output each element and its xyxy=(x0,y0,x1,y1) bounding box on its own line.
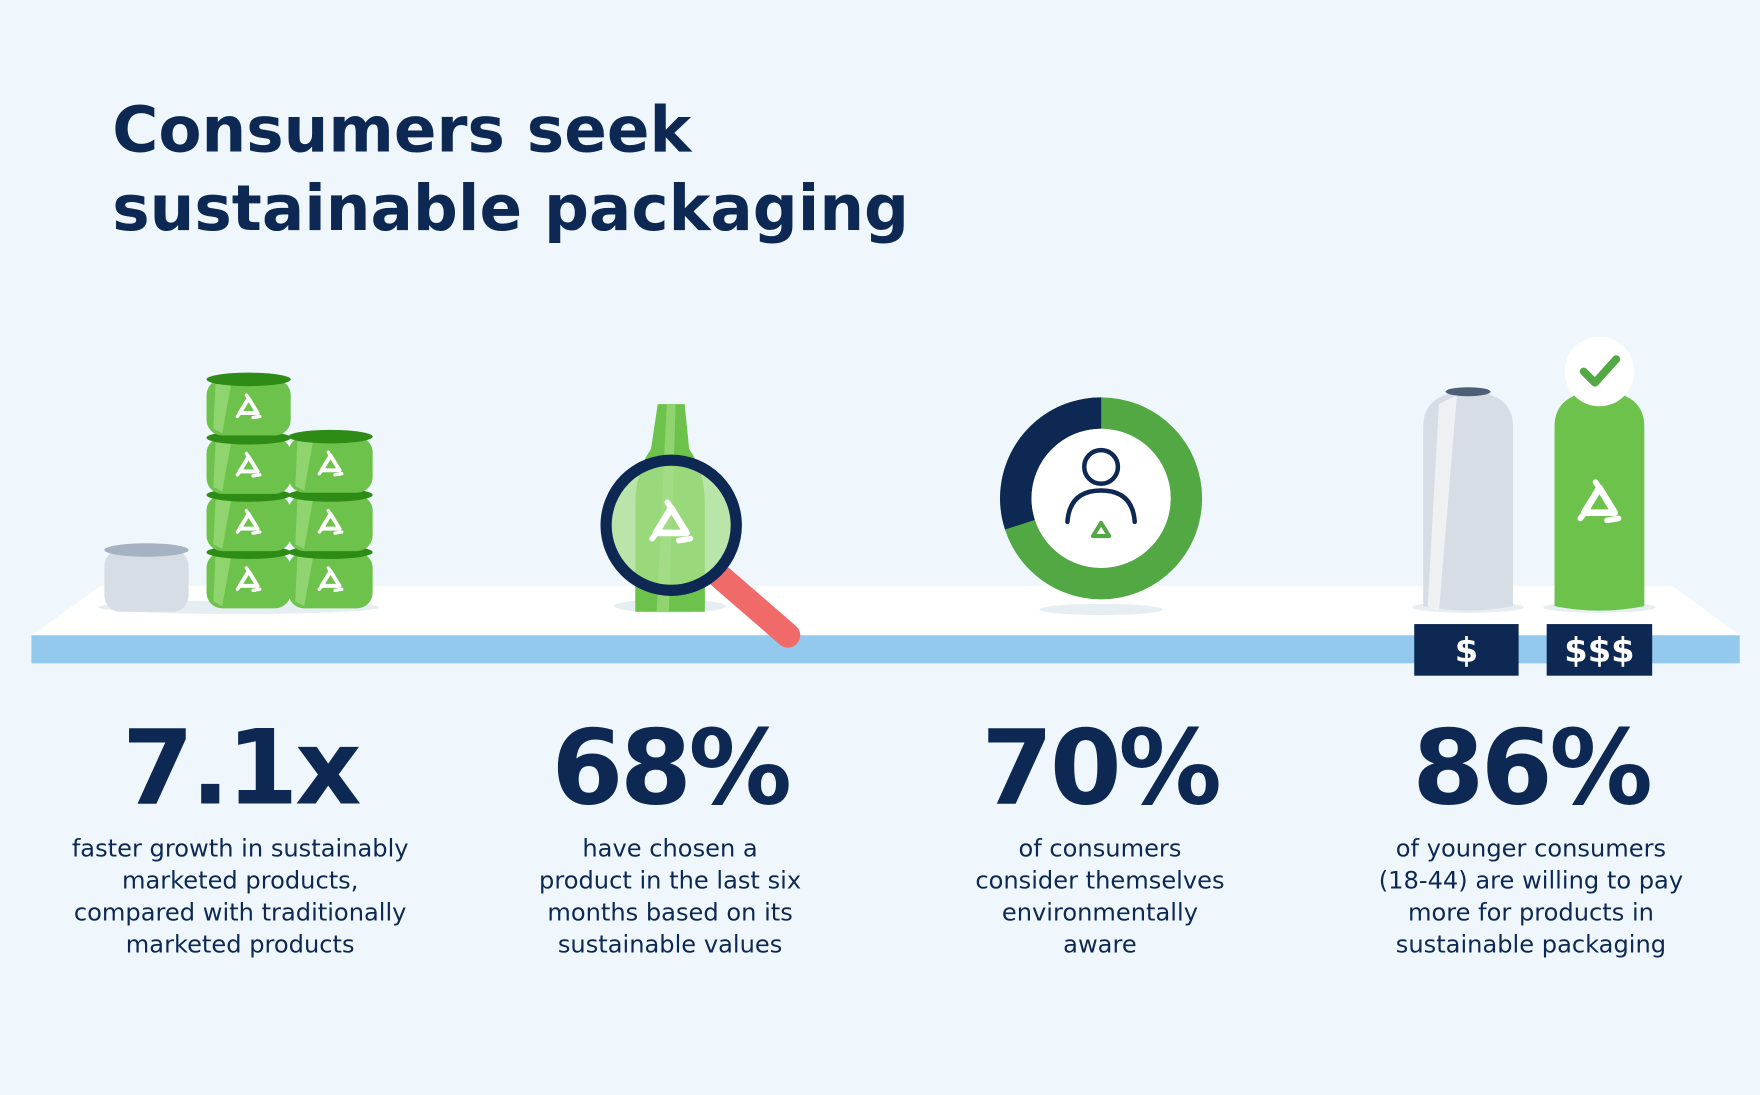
stat-description: months based on its xyxy=(547,898,792,926)
stat-description: of consumers xyxy=(1018,834,1181,862)
stat-description: marketed products xyxy=(126,930,355,958)
price-tag xyxy=(1414,624,1519,676)
title: Consumers seek sustainable packaging xyxy=(112,94,909,246)
cans-illustration xyxy=(98,373,380,614)
stat-value: 70% xyxy=(981,709,1219,829)
stat-value: 86% xyxy=(1412,709,1650,829)
stat: 68% have chosen a product in the last six m… xyxy=(539,709,801,959)
stat-description: more for products in xyxy=(1408,898,1654,926)
title-line: sustainable packaging xyxy=(112,172,909,245)
stat-value: 7.1x xyxy=(122,709,361,829)
price-tag-label: $$$ xyxy=(1564,631,1634,670)
stat-description: faster growth in sustainably xyxy=(72,834,409,862)
stat-description: consider themselves xyxy=(975,866,1224,894)
stat-description: marketed products, xyxy=(122,866,358,894)
stat-description: compared with traditionally xyxy=(74,898,407,926)
stat-description: aware xyxy=(1063,930,1137,958)
stat: 7.1x faster growth in sustainably marketed… xyxy=(72,709,409,959)
scene: Consumers seek sustainable packaging xyxy=(31,94,1740,959)
stats: 7.1x faster growth in sustainably marketed… xyxy=(72,709,1683,959)
stat-description: have chosen a xyxy=(582,834,757,862)
stat-description: of younger consumers xyxy=(1396,834,1666,862)
stat-description: environmentally xyxy=(1002,898,1198,926)
stat-description: (18-44) are willing to pay xyxy=(1379,866,1683,894)
stat: 70% of consumers consider themselves enviro… xyxy=(975,709,1224,959)
stat-description: sustainable packaging xyxy=(1396,930,1666,958)
donut-illustration xyxy=(1000,397,1203,616)
price-tag-label: $ xyxy=(1455,631,1478,670)
bottle-magnifier-illustration xyxy=(600,404,801,648)
stat-description: product in the last six xyxy=(539,866,801,894)
stat: 86% of younger consumers (18-44) are willi… xyxy=(1379,709,1683,959)
stat-description: sustainable values xyxy=(558,930,782,958)
stat-value: 68% xyxy=(552,709,790,829)
bottles-illustration: $ $$$ xyxy=(1411,336,1656,676)
title-line: Consumers seek xyxy=(112,94,692,167)
price-tag xyxy=(1546,624,1653,676)
